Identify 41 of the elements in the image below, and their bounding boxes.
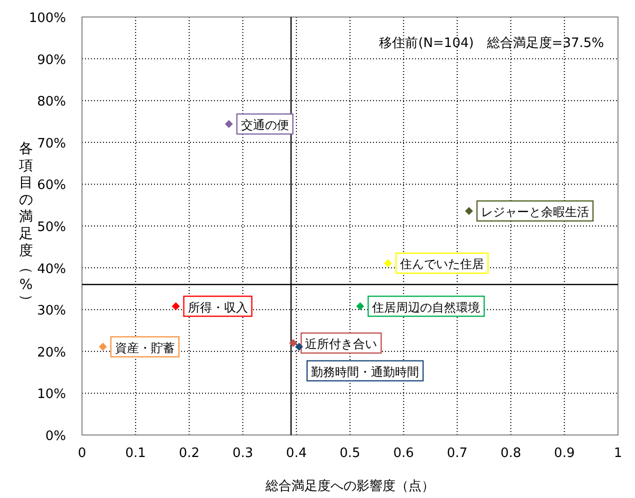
series-label: レジャーと余暇生活: [480, 204, 589, 219]
y-tick-label: 90%: [37, 52, 66, 68]
y-tick-label: 10%: [37, 387, 66, 402]
x-tick-label: 0.2: [178, 446, 200, 461]
point: [464, 206, 473, 215]
point: [384, 259, 392, 268]
x-tick-label: 0.8: [500, 446, 522, 461]
series-label: 交通の便: [240, 118, 289, 132]
y-tick-label: 30%: [37, 304, 66, 319]
y-tick-label: 0%: [45, 429, 66, 444]
point: [356, 302, 364, 310]
x-tick-label: 0.3: [232, 446, 254, 461]
y-tick-label: 50%: [37, 220, 66, 235]
series-label: 勤務時間・通勤時間: [311, 364, 420, 379]
y-tick-label: 100%: [28, 11, 66, 26]
y-tick-label: 80%: [37, 94, 66, 110]
y-tick-label: 20%: [37, 345, 66, 360]
series-label: 近所付き合い: [305, 337, 378, 352]
ylabel: 各項目の満足度（%）: [18, 141, 34, 308]
x-tick-label: 0.7: [446, 446, 468, 461]
x-tick-label: 0.6: [393, 446, 414, 461]
y-tick-label: 70%: [37, 136, 66, 152]
y-tick-label: 40%: [37, 262, 66, 277]
x-tick-label: 0.5: [340, 446, 360, 461]
x-tick-label: 0.1: [125, 446, 146, 461]
point: [172, 302, 180, 310]
x-tick-label: 0: [78, 446, 86, 461]
x-tick-label: 0.9: [554, 446, 575, 461]
point: [295, 342, 304, 351]
x-tick-label: 0.4: [286, 446, 307, 461]
x-tick-label: 1: [614, 446, 622, 461]
point: [98, 342, 107, 351]
series-label: 住んでいた住居: [399, 257, 484, 272]
point: [289, 339, 298, 348]
y-tick-label: 60%: [37, 178, 66, 194]
point: [224, 120, 233, 128]
x-axis-title: 総合満足度への影響度（点）: [264, 478, 434, 494]
annotation: 移住前(N=104) 総合満足度=37.5%: [379, 35, 604, 51]
series-label: 資産・貯蓄: [114, 340, 175, 355]
series-label: 所得・収入: [188, 300, 248, 314]
series-label: 住居周辺の自然環境: [371, 300, 480, 314]
